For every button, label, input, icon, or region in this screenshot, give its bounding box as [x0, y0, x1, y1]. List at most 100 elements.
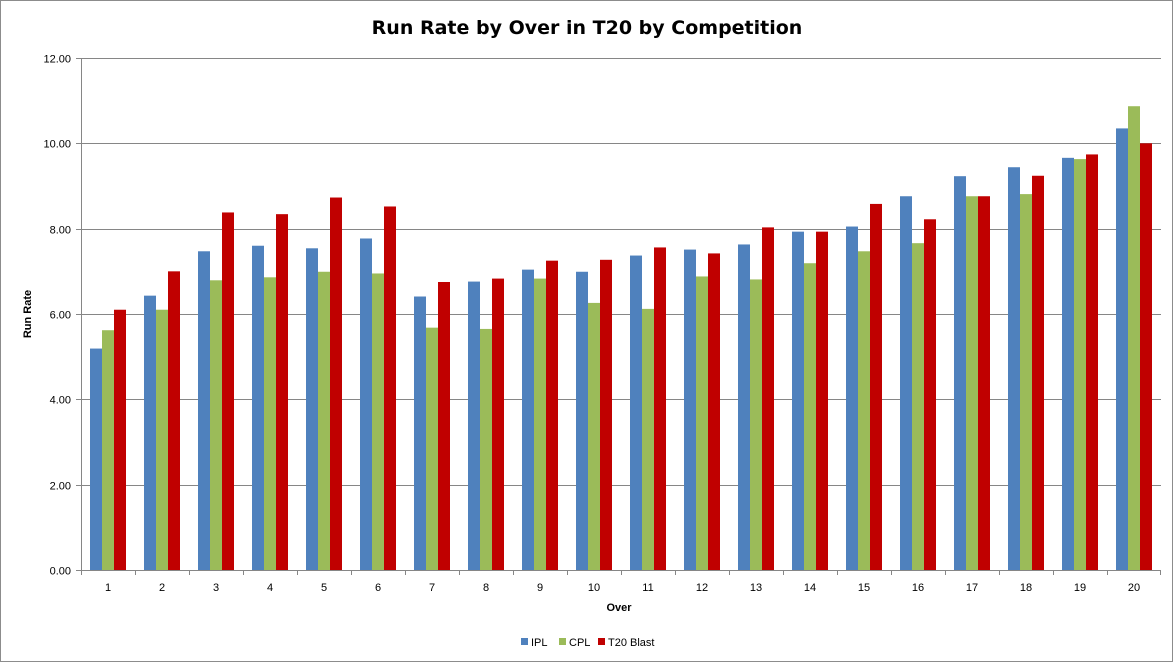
x-tick-label: 11: [642, 582, 653, 594]
bar-t20-blast-over-7: [438, 282, 450, 570]
gridlines: [81, 58, 1161, 571]
bar-ipl-over-4: [252, 245, 264, 570]
bar-cpl-over-10: [588, 302, 600, 570]
chart-title: Run Rate by Over in T20 by Competition: [372, 17, 803, 39]
bar-cpl-over-15: [858, 251, 870, 570]
bar-t20-blast-over-12: [708, 253, 720, 570]
bar-cpl-over-7: [426, 327, 438, 570]
bar-t20-blast-over-19: [1086, 154, 1098, 570]
bar-t20-blast-over-20: [1140, 143, 1152, 571]
bar-ipl-over-20: [1116, 128, 1128, 570]
bar-t20-blast-over-2: [168, 271, 180, 570]
bar-t20-blast-over-9: [546, 260, 558, 570]
y-tick-label: 4.00: [50, 395, 71, 407]
bar-cpl-over-4: [264, 277, 276, 570]
y-tick-label: 2.00: [50, 481, 71, 493]
bar-ipl-over-3: [198, 251, 210, 570]
x-tick-label: 17: [966, 582, 978, 594]
x-tick-label: 16: [912, 582, 924, 594]
x-tick-label: 6: [375, 582, 381, 594]
bar-cpl-over-3: [210, 280, 222, 570]
x-tick-label: 19: [1074, 582, 1086, 594]
y-axis-label: Run Rate: [22, 290, 34, 338]
x-tick-label: 20: [1128, 582, 1140, 594]
x-tick-label: 18: [1020, 582, 1032, 594]
x-tick-label: 15: [858, 582, 870, 594]
bar-ipl-over-1: [90, 348, 102, 570]
x-axis-label: Over: [606, 602, 632, 614]
bar-t20-blast-over-18: [1032, 175, 1044, 570]
legend-label: CPL: [569, 637, 590, 649]
bar-cpl-over-11: [642, 308, 654, 570]
bar-cpl-over-5: [318, 271, 330, 570]
bar-cpl-over-16: [912, 243, 924, 570]
bar-t20-blast-over-3: [222, 212, 234, 570]
bar-cpl-over-20: [1128, 106, 1140, 571]
bar-ipl-over-2: [144, 295, 156, 570]
bar-t20-blast-over-16: [924, 219, 936, 570]
x-tick-label: 12: [696, 582, 708, 594]
bar-t20-blast-over-5: [330, 197, 342, 570]
bar-ipl-over-17: [954, 176, 966, 571]
legend: IPL CPL T20 Blast: [521, 637, 654, 649]
bar-ipl-over-18: [1008, 167, 1020, 570]
x-tick-label: 4: [267, 582, 273, 594]
legend-swatch-cpl: [559, 638, 566, 645]
bar-cpl-over-18: [1020, 194, 1032, 570]
legend-label: IPL: [531, 637, 548, 649]
y-tick-label: 8.00: [50, 225, 71, 237]
bar-ipl-over-10: [576, 271, 588, 570]
bar-t20-blast-over-14: [816, 231, 828, 571]
bar-ipl-over-7: [414, 296, 426, 570]
bar-t20-blast-over-13: [762, 227, 774, 571]
bar-t20-blast-over-6: [384, 206, 396, 571]
bar-t20-blast-over-10: [600, 259, 612, 570]
x-tick-label: 2: [159, 582, 165, 594]
bar-t20-blast-over-11: [654, 247, 666, 570]
bar-ipl-over-19: [1062, 157, 1074, 570]
x-tick-label: 5: [321, 582, 327, 594]
bar-t20-blast-over-8: [492, 278, 504, 570]
y-tick-label: 12.00: [43, 54, 71, 66]
bars: [90, 106, 1152, 571]
x-tick-label: 14: [804, 582, 816, 594]
bar-cpl-over-2: [156, 309, 168, 570]
bar-ipl-over-11: [630, 255, 642, 570]
bar-cpl-over-13: [750, 279, 762, 570]
legend-swatch-ipl: [521, 638, 528, 645]
legend-swatch-t20-blast: [598, 638, 605, 645]
bar-t20-blast-over-15: [870, 203, 882, 571]
legend-label: T20 Blast: [608, 637, 654, 649]
bar-ipl-over-6: [360, 238, 372, 571]
y-tick-label: 10.00: [43, 139, 71, 151]
x-tick-label: 13: [750, 582, 762, 594]
bar-t20-blast-over-17: [978, 196, 990, 571]
x-tick-label: 7: [429, 582, 435, 594]
x-tick-label: 1: [105, 582, 111, 594]
x-tick-label: 3: [213, 582, 219, 594]
bar-ipl-over-13: [738, 244, 750, 570]
bar-ipl-over-9: [522, 269, 534, 570]
y-tick-label: 0.00: [50, 566, 71, 578]
bar-cpl-over-17: [966, 196, 978, 571]
bar-t20-blast-over-4: [276, 214, 288, 570]
x-tick-label: 10: [588, 582, 600, 594]
bar-cpl-over-1: [102, 330, 114, 570]
bar-cpl-over-6: [372, 273, 384, 570]
bar-ipl-over-16: [900, 196, 912, 571]
bar-cpl-over-19: [1074, 159, 1086, 570]
bar-ipl-over-12: [684, 249, 696, 570]
bar-ipl-over-14: [792, 231, 804, 571]
bar-ipl-over-15: [846, 226, 858, 571]
bar-cpl-over-8: [480, 328, 492, 570]
bar-cpl-over-12: [696, 276, 708, 570]
bar-ipl-over-5: [306, 248, 318, 570]
x-tick-label: 8: [483, 582, 489, 594]
bar-cpl-over-9: [534, 278, 546, 570]
bar-t20-blast-over-1: [114, 309, 126, 570]
bar-ipl-over-8: [468, 281, 480, 570]
bar-cpl-over-14: [804, 263, 816, 570]
